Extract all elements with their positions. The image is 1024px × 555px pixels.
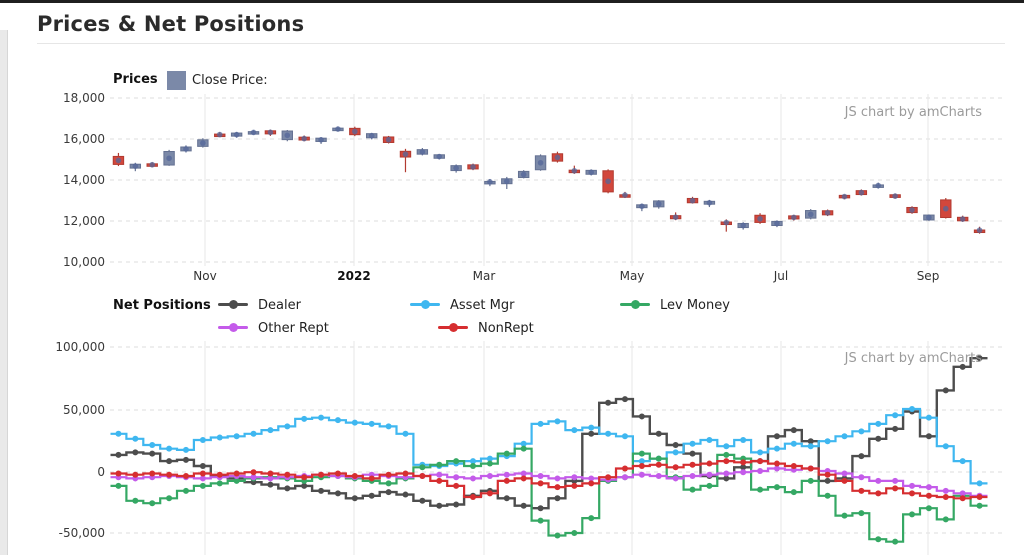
price-x-tick-may: May — [619, 269, 645, 283]
nonrept-legend-label[interactable]: NonRept — [478, 321, 534, 336]
close-price-legend-marker[interactable] — [167, 71, 186, 90]
title-divider — [37, 43, 1005, 44]
net-y-tick: -50,000 — [58, 526, 105, 540]
price-y-tick: 18,000 — [63, 91, 105, 105]
lev-money-legend-label[interactable]: Lev Money — [660, 298, 730, 313]
close-price-legend-label[interactable]: Close Price: — [192, 73, 268, 88]
net-legend-title: Net Positions — [113, 298, 211, 313]
dealer-legend-label[interactable]: Dealer — [258, 298, 301, 313]
price-legend-title: Prices — [113, 72, 158, 87]
other-rept-legend-label[interactable]: Other Rept — [258, 321, 329, 336]
page-title: Prices & Net Positions — [37, 12, 305, 37]
nonrept-legend-marker[interactable] — [438, 323, 468, 332]
window-top-border — [0, 0, 1024, 3]
price-y-tick: 14,000 — [63, 173, 105, 187]
net-y-tick: 50,000 — [63, 403, 105, 417]
price-x-tick-jul: Jul — [773, 269, 789, 283]
price-y-tick: 10,000 — [63, 255, 105, 269]
lev-money-legend-marker[interactable] — [620, 300, 650, 309]
net-y-tick: 100,000 — [55, 340, 105, 354]
other-rept-legend-marker[interactable] — [218, 323, 248, 332]
page-scroll-gutter[interactable] — [0, 30, 8, 555]
price-x-tick-2022: 2022 — [337, 269, 371, 283]
price-x-tick-mar: Mar — [472, 269, 496, 283]
amcharts-watermark-net[interactable]: JS chart by amCharts — [844, 351, 982, 366]
dealer-legend-marker[interactable] — [218, 300, 248, 309]
asset-mgr-legend-label[interactable]: Asset Mgr — [450, 298, 515, 313]
price-y-tick: 12,000 — [63, 214, 105, 228]
price-y-tick: 16,000 — [63, 132, 105, 146]
price-x-tick-nov: Nov — [193, 269, 217, 283]
net-y-tick: 0 — [97, 465, 105, 479]
price-x-tick-sep: Sep — [916, 269, 940, 283]
amcharts-watermark-price[interactable]: JS chart by amCharts — [844, 105, 982, 120]
asset-mgr-legend-marker[interactable] — [410, 300, 440, 309]
